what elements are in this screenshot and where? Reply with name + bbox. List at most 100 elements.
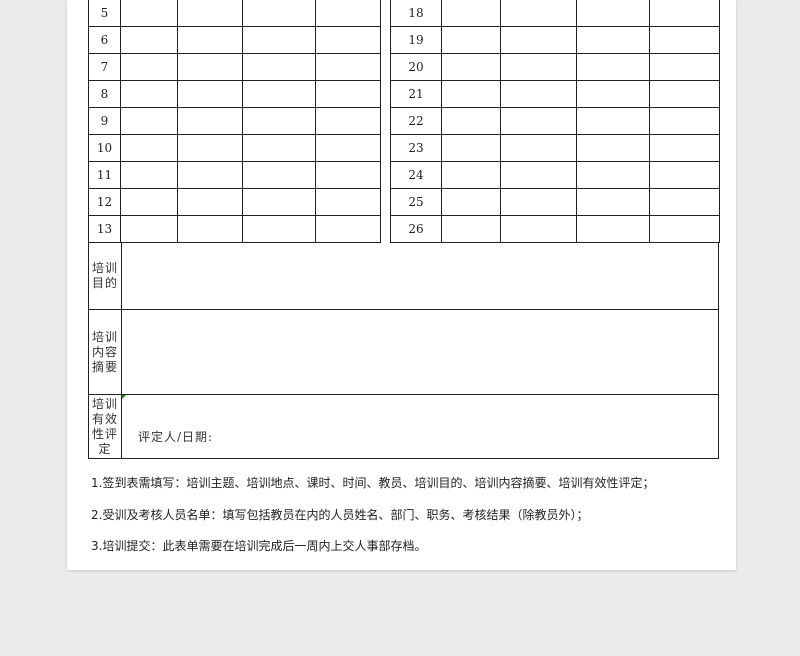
table-cell	[576, 26, 650, 54]
table-cell	[649, 80, 720, 108]
cell-comment-marker	[122, 395, 126, 399]
row-number: 7	[88, 53, 121, 81]
table-cell	[441, 215, 501, 243]
table-cell	[242, 134, 316, 162]
row-number: 6	[88, 26, 121, 54]
table-row: 26	[390, 215, 720, 243]
table-cell	[441, 26, 501, 54]
table-cell	[576, 107, 650, 135]
table-cell	[120, 0, 178, 27]
row-number: 21	[390, 80, 442, 108]
table-cell	[315, 26, 381, 54]
table-cell	[315, 80, 381, 108]
row-number: 11	[88, 161, 121, 189]
table-cell	[120, 188, 178, 216]
attendance-table-right: 18 19 20 21 22 23 24 25 26	[390, 0, 720, 243]
table-cell	[649, 188, 720, 216]
table-cell	[177, 161, 243, 189]
note-3: 3.培训提交：此表单需要在培训完成后一周内上交人事部存档。	[91, 539, 427, 553]
table-cell	[315, 0, 381, 27]
table-cell	[315, 107, 381, 135]
table-cell	[177, 80, 243, 108]
attendance-table-left: 5 6 7 8 9 10 11 12 13	[88, 0, 381, 243]
table-cell	[576, 0, 650, 27]
table-cell	[120, 107, 178, 135]
table-cell	[242, 161, 316, 189]
table-cell	[120, 26, 178, 54]
table-row: 8	[88, 80, 381, 108]
row-number: 8	[88, 80, 121, 108]
note-2: 2.受训及考核人员名单：填写包括教员在内的人员姓名、部门、职务、考核结果（除教员…	[91, 508, 589, 522]
row-number: 9	[88, 107, 121, 135]
note-1: 1.签到表需填写：培训主题、培训地点、课时、时间、教员、培训目的、培训内容摘要、…	[91, 476, 655, 490]
table-cell	[500, 161, 577, 189]
table-row: 9	[88, 107, 381, 135]
table-cell	[441, 80, 501, 108]
table-cell	[315, 161, 381, 189]
table-cell	[177, 26, 243, 54]
table-cell	[242, 107, 316, 135]
table-cell	[500, 107, 577, 135]
table-cell	[576, 161, 650, 189]
table-cell	[576, 80, 650, 108]
table-cell	[315, 134, 381, 162]
table-row: 22	[390, 107, 720, 135]
table-cell	[242, 26, 316, 54]
row-number: 26	[390, 215, 442, 243]
table-row: 20	[390, 53, 720, 81]
table-cell	[500, 0, 577, 27]
table-cell	[500, 188, 577, 216]
training-summary-label: 培训内容摘要	[89, 310, 122, 394]
table-row: 12	[88, 188, 381, 216]
training-summary-row: 培训内容摘要	[88, 310, 719, 395]
row-number: 25	[390, 188, 442, 216]
table-cell	[242, 188, 316, 216]
table-row: 21	[390, 80, 720, 108]
table-cell	[315, 188, 381, 216]
table-cell	[649, 107, 720, 135]
table-row: 10	[88, 134, 381, 162]
table-cell	[649, 53, 720, 81]
table-cell	[242, 0, 316, 27]
table-cell	[441, 0, 501, 27]
row-number: 22	[390, 107, 442, 135]
table-cell	[242, 53, 316, 81]
training-purpose-row: 培训目的	[88, 242, 719, 310]
table-cell	[649, 0, 720, 27]
table-cell	[242, 80, 316, 108]
table-cell	[242, 215, 316, 243]
row-number: 20	[390, 53, 442, 81]
table-row: 7	[88, 53, 381, 81]
table-row: 19	[390, 26, 720, 54]
table-cell	[576, 215, 650, 243]
table-cell	[649, 134, 720, 162]
document-page: 5 6 7 8 9 10 11 12 13 18 19 20 21 22 23 24 25 26 培训目的 培训…	[67, 0, 736, 570]
row-number: 13	[88, 215, 121, 243]
table-cell	[500, 215, 577, 243]
table-cell	[315, 215, 381, 243]
table-cell	[177, 53, 243, 81]
table-cell	[120, 215, 178, 243]
table-row: 13	[88, 215, 381, 243]
table-cell	[649, 161, 720, 189]
table-cell	[441, 161, 501, 189]
row-number: 19	[390, 26, 442, 54]
table-cell	[120, 134, 178, 162]
row-number: 23	[390, 134, 442, 162]
table-cell	[576, 53, 650, 81]
table-cell	[315, 53, 381, 81]
table-row: 25	[390, 188, 720, 216]
table-cell	[649, 26, 720, 54]
table-row: 6	[88, 26, 381, 54]
table-cell	[441, 53, 501, 81]
table-cell	[649, 215, 720, 243]
table-cell	[441, 188, 501, 216]
table-cell	[500, 26, 577, 54]
training-evaluation-row: 培训有效性评定 评定人/日期:	[88, 395, 719, 459]
row-number: 10	[88, 134, 121, 162]
table-cell	[177, 188, 243, 216]
table-row: 5	[88, 0, 381, 27]
evaluator-date-label: 评定人/日期:	[138, 430, 214, 444]
row-number: 5	[88, 0, 121, 27]
table-row: 24	[390, 161, 720, 189]
